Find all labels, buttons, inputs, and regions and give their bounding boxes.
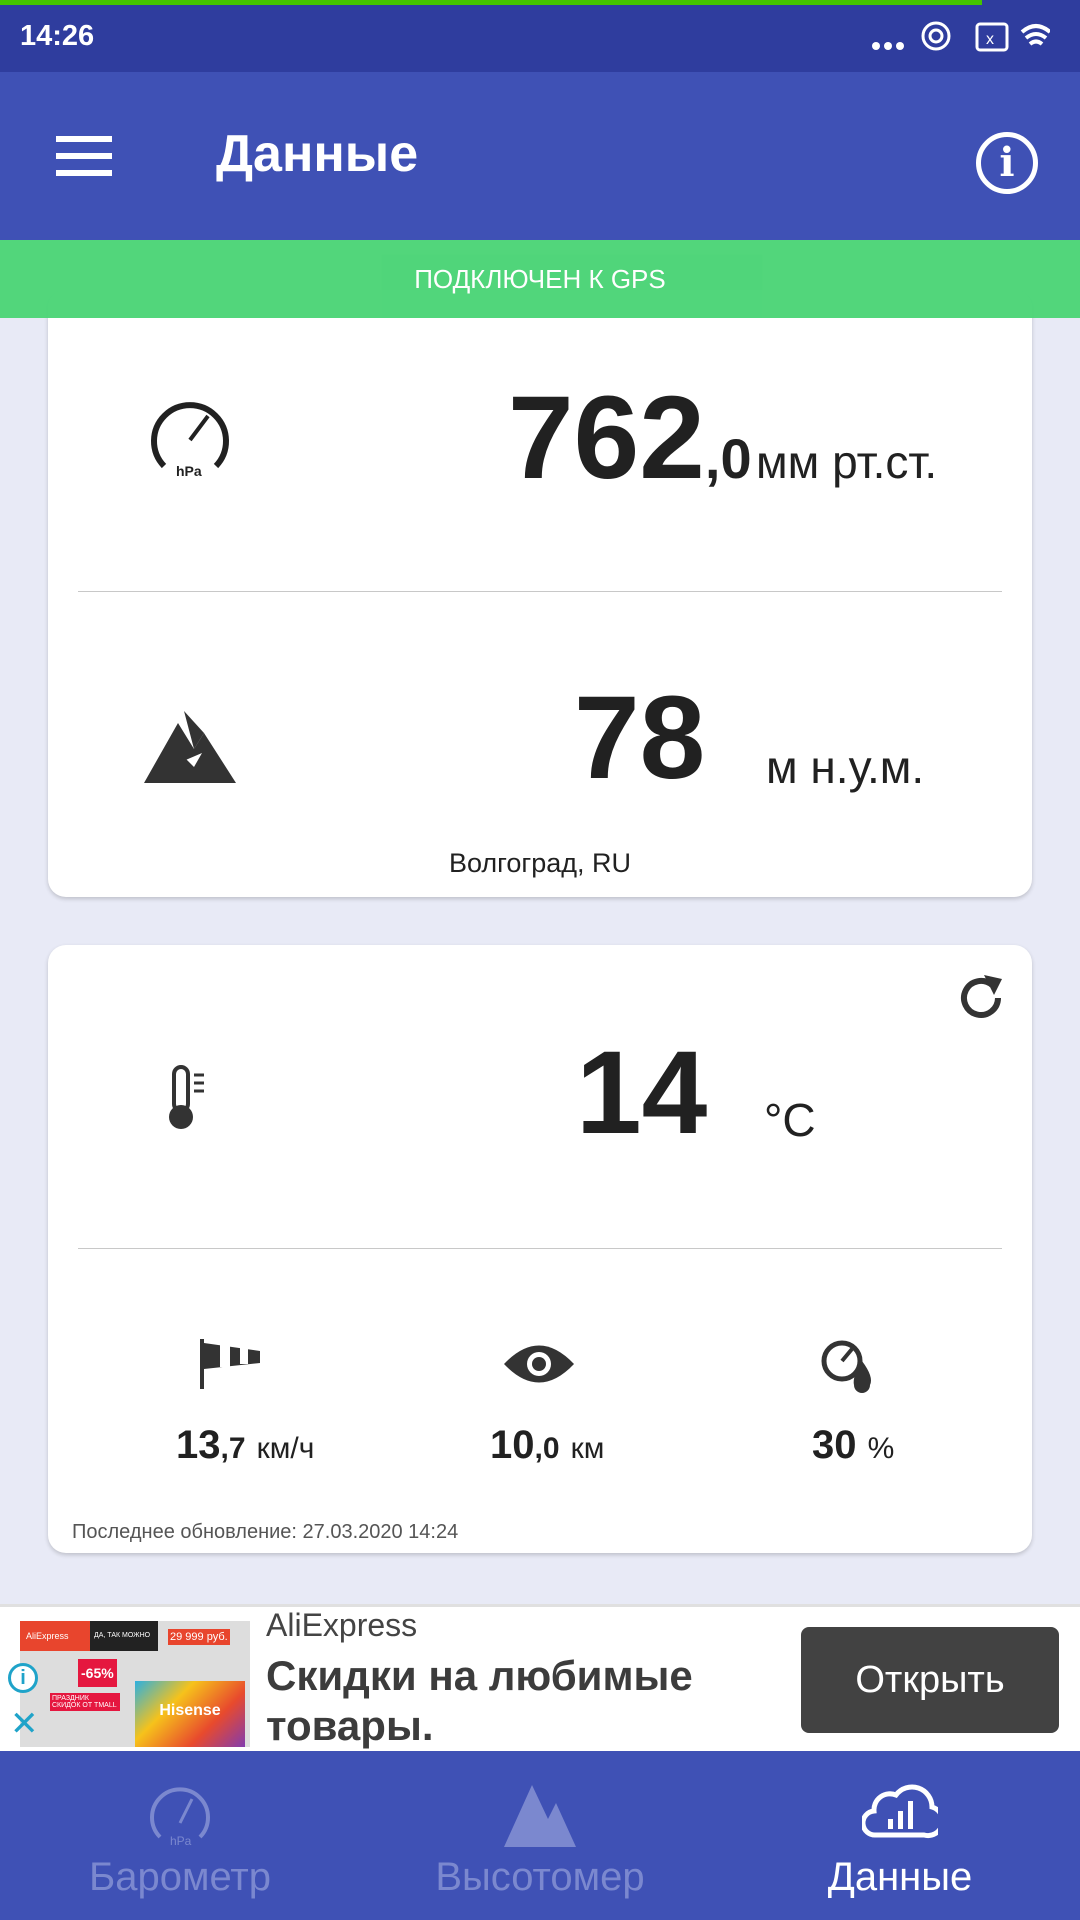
nav-item-barometer[interactable]: hPa Барометр [0, 1751, 360, 1920]
status-icons: x [872, 21, 1050, 52]
pressure-altitude-card: hPa 762,0 мм рт.ст. 78 м н.у.м. Волгогра… [48, 290, 1032, 897]
svg-text:hPa: hPa [170, 1834, 192, 1847]
wifi-icon [1020, 24, 1050, 46]
ad-open-button[interactable]: Открыть [801, 1627, 1059, 1733]
svg-text:x: x [986, 31, 994, 48]
more-notifications-icon [872, 42, 904, 50]
gps-status-banner: ПОДКЛЮЧЕН К GPS [0, 240, 1080, 318]
mountain-icon [144, 711, 236, 783]
ad-close-icon[interactable]: ✕ [10, 1705, 39, 1743]
temperature-unit: °C [764, 1094, 816, 1146]
nav-label: Высотомер [435, 1855, 645, 1899]
refresh-icon[interactable] [954, 971, 1008, 1025]
barometer-icon: hPa [150, 1787, 210, 1847]
no-sim-icon: x [975, 22, 1009, 52]
visibility-eye-icon [504, 1345, 574, 1383]
menu-icon[interactable] [56, 136, 112, 176]
hotspot-icon [921, 21, 951, 51]
visibility-value: 10,0 км [490, 1423, 605, 1467]
ad-headline: Скидки на любимые товары. [266, 1652, 693, 1749]
barometer-icon: hPa [151, 402, 229, 479]
nav-label: Данные [827, 1855, 973, 1899]
status-time: 14:26 [20, 20, 95, 52]
ad-advertiser: AliExpress [266, 1607, 418, 1643]
thermometer-icon [169, 1065, 204, 1129]
bottom-navigation: hPa Барометр Высотомер Данные [0, 1751, 1080, 1920]
svg-text:hPa: hPa [176, 463, 202, 479]
progress-bar [0, 0, 982, 5]
nav-item-data[interactable]: Данные [720, 1751, 1080, 1920]
divider [78, 1248, 1002, 1249]
pressure-value: 762,0 мм рт.ст. [508, 372, 938, 504]
page-title: Данные [216, 125, 419, 183]
last-update-label: Последнее обновление: 27.03.2020 14:24 [72, 1521, 459, 1543]
ad-image[interactable]: AliExpress ДА, ТАК МОЖНО 29 999 руб. -65… [20, 1621, 250, 1747]
weather-card: 14 °C 13,7 км/ч 10,0 км 30 % Последнее о… [48, 945, 1032, 1553]
mountain-icon [504, 1785, 576, 1847]
status-bar: 14:26 x [0, 0, 1080, 72]
cloud-chart-icon [862, 1784, 938, 1839]
app-bar: Данные i [0, 72, 1080, 240]
windsock-icon [200, 1339, 260, 1389]
altitude-value: 78 [574, 672, 706, 804]
altitude-unit: м н.у.м. [766, 741, 925, 793]
humidity-gauge-icon [821, 1340, 871, 1393]
ad-info-icon[interactable]: i [8, 1663, 38, 1693]
location-label: Волгоград, RU [448, 848, 632, 878]
divider [78, 591, 1002, 592]
info-icon[interactable]: i [976, 132, 1038, 194]
temperature-value: 14 [576, 1027, 708, 1159]
nav-label: Барометр [89, 1855, 271, 1899]
ad-banner[interactable]: AliExpress ДА, ТАК МОЖНО 29 999 руб. -65… [0, 1604, 1080, 1751]
nav-item-altimeter[interactable]: Высотомер [360, 1751, 720, 1920]
humidity-value: 30 % [812, 1423, 895, 1467]
wind-speed: 13,7 км/ч [176, 1423, 315, 1467]
